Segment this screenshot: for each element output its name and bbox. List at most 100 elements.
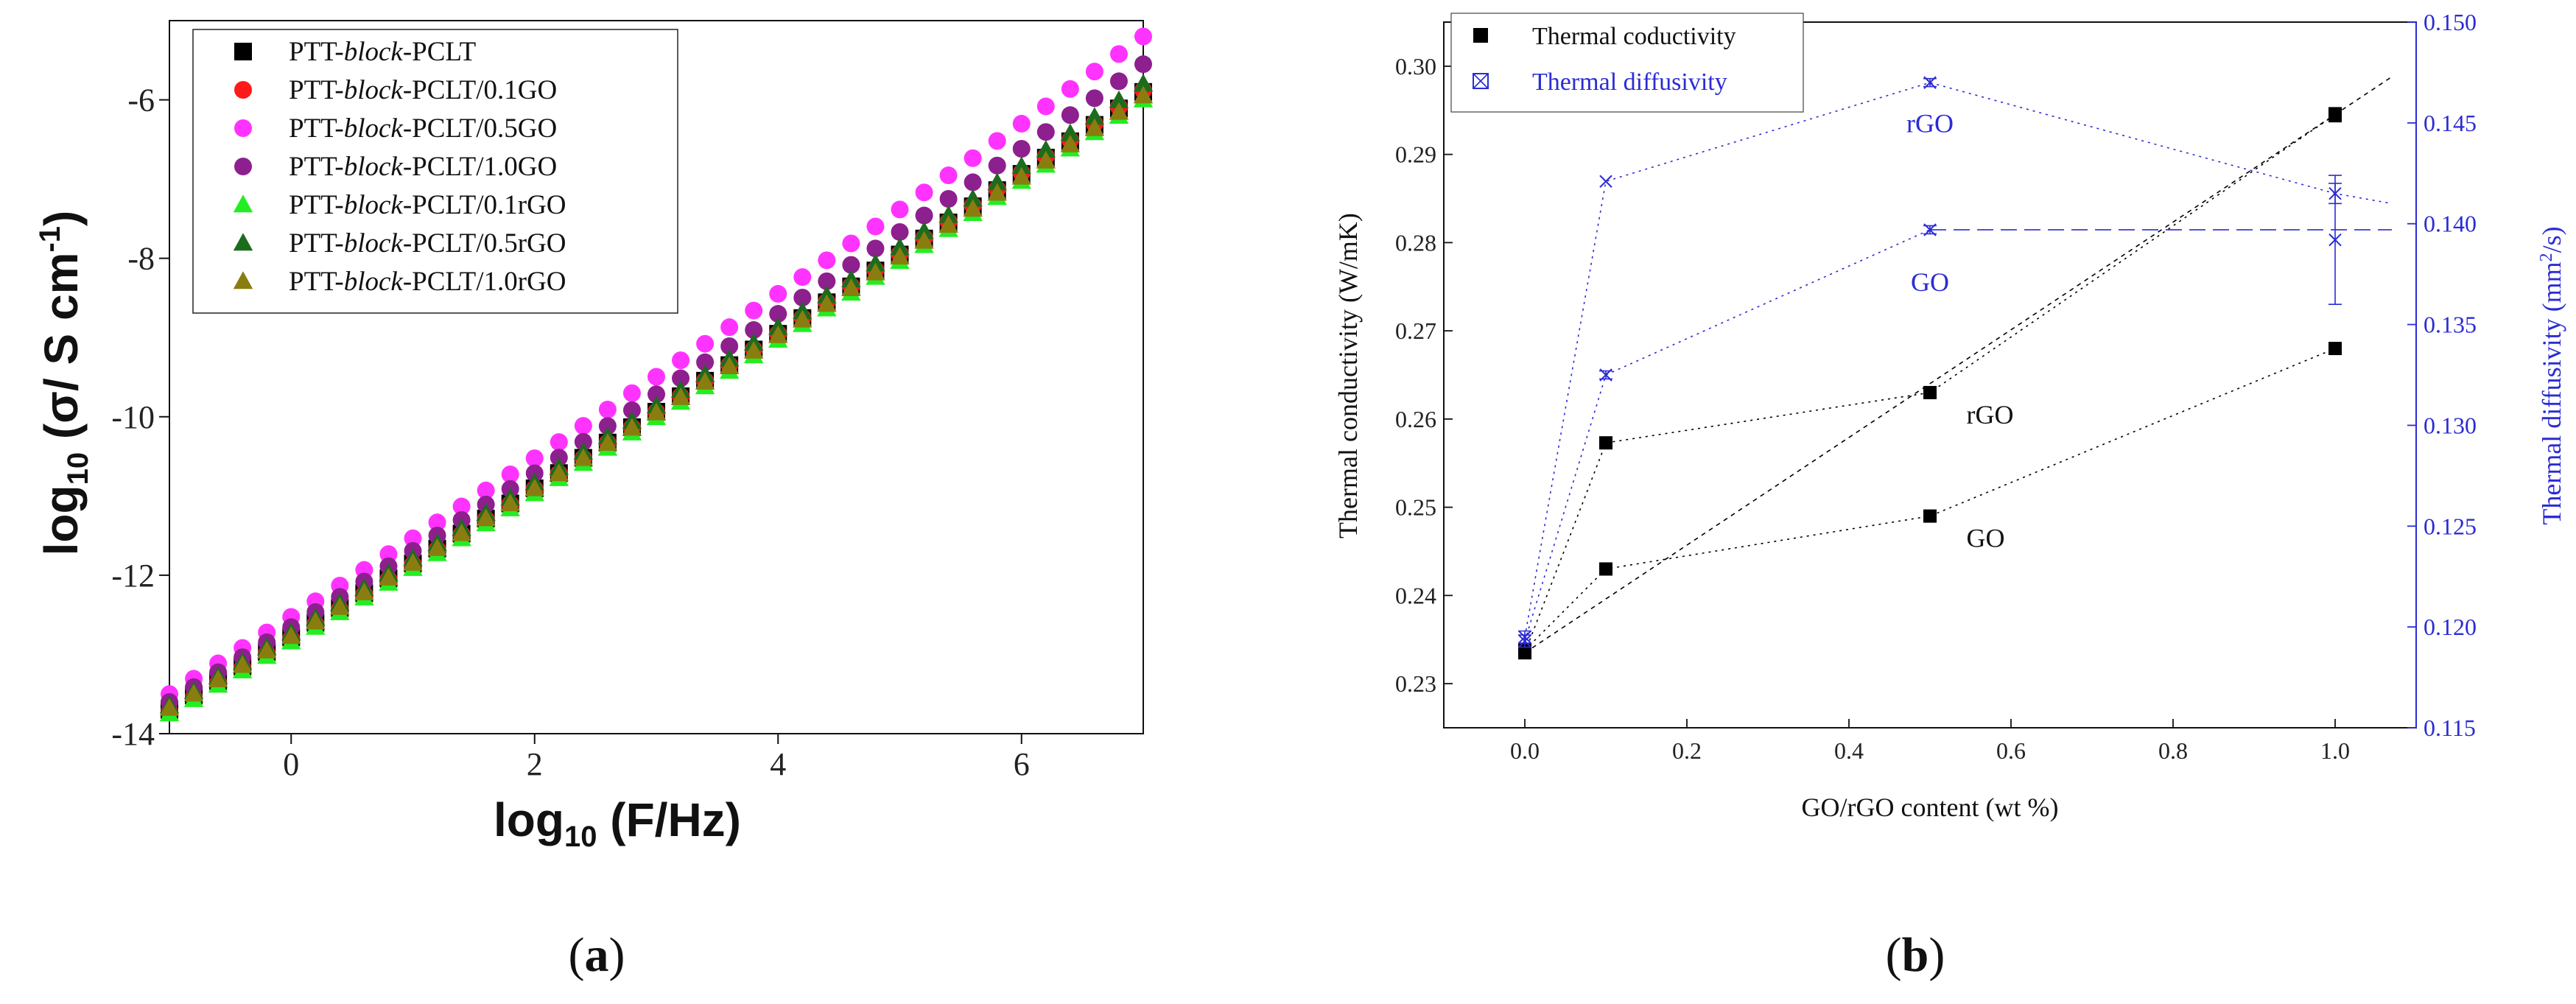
y-tick-label-a: -6 — [127, 83, 155, 119]
y-tick-label-b-right: 0.115 — [2424, 715, 2476, 741]
data-point-a — [891, 222, 909, 241]
data-point-a — [695, 371, 715, 390]
data-point-a — [573, 448, 594, 466]
y-tick-label-b-right: 0.135 — [2424, 312, 2477, 338]
data-point-a — [1036, 139, 1056, 158]
data-point-a — [769, 284, 787, 303]
y-tick-label-b-right: 0.140 — [2424, 211, 2477, 237]
data-point-a — [719, 356, 740, 374]
data-point-a — [938, 214, 958, 233]
y-tick-label-a: -14 — [111, 716, 155, 752]
data-point-a — [597, 433, 618, 452]
data-point-a — [598, 417, 617, 435]
panel-b-chart: 0.230.240.250.260.270.280.290.30 0.1150.… — [1333, 9, 2566, 982]
data-point-a — [939, 190, 958, 208]
data-point-a — [549, 463, 569, 482]
connect-line-b — [1524, 82, 2393, 637]
data-point-a — [841, 278, 861, 297]
y-tick-label-b-left: 0.30 — [1395, 53, 1436, 80]
y-axis-label-b-right-base: Thermal diffusivity (mm — [2537, 261, 2566, 524]
x-axis-label-b: GO/rGO content (wt %) — [1802, 793, 2059, 822]
data-point-a — [841, 269, 861, 287]
legend-b-box — [1450, 13, 1804, 113]
series-a-6 — [159, 85, 1154, 716]
data-point-a — [281, 626, 301, 645]
data-point-a — [1109, 102, 1129, 120]
y-tick-label-a: -12 — [111, 558, 155, 594]
data-point-a — [1061, 106, 1079, 124]
fit-line-b — [1524, 76, 2393, 653]
annotation-b: GO — [1911, 267, 1949, 297]
x-tick-label-b: 0.6 — [1996, 737, 2026, 764]
y-tick-label-b-left: 0.25 — [1395, 494, 1436, 521]
data-point-a — [574, 417, 592, 435]
data-point-a — [647, 385, 665, 404]
legend-a-marker — [233, 233, 253, 251]
y-axis-label-b-right-sup: 2 — [2537, 253, 2556, 261]
data-point-b — [1923, 223, 1937, 236]
x-axis-label-a-rest: (F/Hz) — [597, 793, 741, 846]
data-point-a — [574, 432, 592, 451]
data-point-a — [1011, 156, 1031, 175]
data-point-a — [1109, 90, 1129, 108]
data-point-a — [988, 156, 1006, 175]
data-point-a — [1109, 45, 1128, 63]
panel-label-b: (b) — [1886, 928, 1945, 982]
y-axis-label-a-end: ) — [35, 211, 88, 226]
x-tick-label-b: 0.2 — [1672, 737, 1702, 764]
legend-a-label: PTT-block-PCLT/0.5GO — [289, 113, 557, 144]
data-point-a — [1085, 63, 1103, 81]
data-point-a — [891, 200, 909, 219]
series-b-line-3 — [1524, 229, 2392, 642]
data-point-a — [938, 205, 958, 223]
x-axis-label-a: log10 (F/Hz) — [494, 793, 741, 853]
data-point-a — [1133, 85, 1154, 104]
data-point-a — [818, 251, 836, 270]
legend-a-label: PTT-block-PCLT/0.5rGO — [289, 228, 566, 259]
data-point-a — [647, 368, 665, 386]
data-point-a — [232, 655, 253, 673]
y-tick-label-a: -8 — [127, 241, 155, 277]
data-point-a — [866, 253, 885, 272]
data-point-a — [842, 234, 860, 253]
legend-a-label: PTT-block-PCLT — [289, 37, 476, 67]
data-point-a — [793, 268, 812, 287]
data-point-b — [1599, 436, 1612, 450]
legend-a-marker — [233, 194, 253, 213]
data-point-a — [525, 449, 544, 468]
data-point-a — [501, 465, 519, 483]
data-point-a — [427, 538, 447, 556]
data-point-a — [306, 611, 326, 630]
series-b-points-3 — [1518, 175, 2342, 648]
data-point-a — [915, 206, 933, 225]
data-point-a — [354, 582, 374, 600]
data-point-a — [428, 513, 446, 532]
data-point-a — [670, 387, 691, 405]
data-point-a — [476, 508, 496, 527]
y-axis-label-a: log10 (σ/ S cm-1) — [34, 211, 94, 556]
data-point-a — [720, 337, 739, 355]
series-a-2 — [161, 27, 1152, 703]
data-point-a — [769, 305, 787, 323]
y-ticks-a: -14 -12 -10 -8 -6 — [111, 83, 169, 752]
y-axis-label-a-sup: -1 — [34, 226, 66, 253]
data-point-a — [987, 183, 1007, 201]
legend-b-label: Thermal diffusivity — [1532, 69, 1727, 96]
data-point-a — [793, 309, 813, 328]
data-point-a — [744, 340, 764, 359]
data-point-a — [550, 433, 568, 452]
legend-a-marker — [234, 43, 252, 60]
data-point-a — [257, 640, 277, 659]
y-axis-label-b-left: Thermal conductivity (W/mK) — [1333, 213, 1363, 538]
x-tick-label-b: 0.4 — [1834, 737, 1864, 764]
legend-a-marker — [234, 81, 252, 99]
x-tick-label-a: 2 — [527, 746, 543, 782]
data-point-a — [622, 384, 641, 402]
data-point-a — [452, 523, 471, 541]
y-tick-label-b-right: 0.150 — [2424, 9, 2477, 35]
data-point-a — [183, 684, 204, 702]
data-point-a — [1085, 89, 1103, 108]
legend-a-label: PTT-block-PCLT/1.0GO — [289, 152, 557, 182]
legend-b-marker — [1473, 28, 1488, 43]
